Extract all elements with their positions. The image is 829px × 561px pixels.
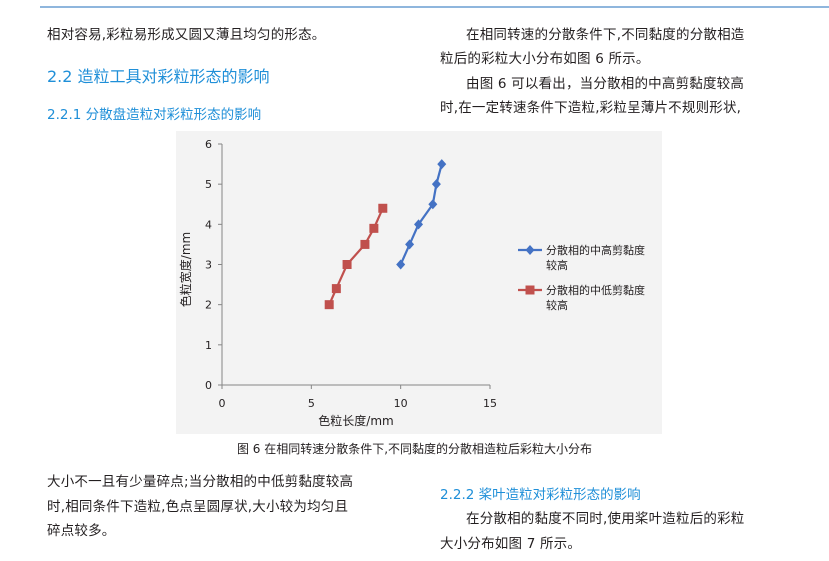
series-2-point bbox=[378, 203, 388, 213]
paragraph-right-2-line-2: 时,在一定转速条件下造粒,彩粒呈薄片不规则形状, bbox=[440, 100, 742, 116]
subsection-heading-2-2-2: 2.2.2 桨叶造粒对彩粒形态的影响 bbox=[440, 487, 641, 503]
y-tick-label: 3 bbox=[205, 259, 212, 272]
series-2-point bbox=[360, 239, 370, 249]
y-tick-label: 4 bbox=[205, 218, 212, 231]
x-tick-label: 0 bbox=[219, 397, 226, 410]
series-1-point bbox=[431, 179, 441, 190]
series-1-point bbox=[428, 199, 438, 210]
paragraph-right-1-line-2: 粒后的彩粒大小分布如图 6 所示。 bbox=[440, 51, 650, 67]
paragraph-right-2-line-1: 由图 6 可以看出，当分散相的中高剪黏度较高 bbox=[466, 76, 745, 92]
y-tick-label: 5 bbox=[205, 178, 212, 191]
legend-2-label-line-1: 分散相的中低剪黏度 bbox=[546, 283, 645, 297]
series-1-point bbox=[437, 159, 447, 170]
section-heading-2-2: 2.2 造粒工具对彩粒形态的影响 bbox=[47, 67, 270, 86]
legend-2-marker bbox=[525, 285, 535, 295]
subsection-heading-2-2-1: 2.2.1 分散盘造粒对彩粒形态的影响 bbox=[47, 107, 262, 123]
y-axis-label: 色粒宽度/mm bbox=[178, 232, 193, 307]
x-tick-label: 5 bbox=[308, 397, 315, 410]
y-tick-label: 6 bbox=[205, 138, 212, 151]
figure-6-caption: 图 6 在相同转速分散条件下,不同黏度的分散相造粒后彩粒大小分布 bbox=[236, 442, 593, 456]
paragraph-bottom-left-line-3: 碎点较多。 bbox=[47, 523, 116, 539]
series-1-point bbox=[405, 239, 415, 250]
legend-1-label-line-2: 较高 bbox=[546, 258, 568, 272]
legend-1-label-line-1: 分散相的中高剪黏度 bbox=[546, 243, 645, 257]
x-tick-label: 15 bbox=[483, 397, 497, 410]
series-1-point bbox=[414, 219, 424, 230]
chart-series bbox=[324, 159, 447, 310]
series-2-point bbox=[324, 300, 334, 310]
y-tick-label: 0 bbox=[205, 379, 212, 392]
figure-6: 0 1 2 3 4 5 6 0 5 10 15 色粒长度/mm 色粒宽度/mm 分散相的中高剪黏度 较高分… bbox=[176, 131, 662, 434]
paragraph-bottom-right-line-1: 在分散相的黏度不同时,使用桨叶造粒后的彩粒 bbox=[466, 511, 745, 527]
series-2-point bbox=[369, 223, 379, 233]
paragraph-bottom-left-line-1: 大小不一且有少量碎点;当分散相的中低剪黏度较高 bbox=[47, 474, 354, 490]
top-rule bbox=[40, 6, 829, 8]
x-tick-label: 10 bbox=[394, 397, 408, 410]
paragraph-top-left: 相对容易,彩粒易形成又圆又薄且均匀的形态。 bbox=[47, 27, 326, 43]
paragraph-right-1-line-1: 在相同转速的分散条件下,不同黏度的分散相造 bbox=[466, 27, 745, 43]
series-2-point bbox=[331, 284, 341, 294]
paragraph-bottom-right-line-2: 大小分布如图 7 所示。 bbox=[440, 536, 582, 552]
chart-axes: 0 1 2 3 4 5 6 0 5 10 15 色粒长度/mm 色粒宽度/mm bbox=[178, 138, 497, 428]
series-2-point bbox=[342, 260, 352, 269]
series-1-line bbox=[399, 163, 443, 265]
series-1-point bbox=[396, 259, 406, 270]
paragraph-bottom-left-line-2: 时,相同条件下造粒,色点呈圆厚状,大小较为均匀且 bbox=[47, 499, 349, 515]
y-tick-label: 1 bbox=[205, 339, 212, 352]
legend-2-label-line-2: 较高 bbox=[546, 298, 568, 312]
legend-1-marker bbox=[525, 245, 535, 255]
x-axis-label: 色粒长度/mm bbox=[318, 413, 393, 428]
y-tick-label: 2 bbox=[205, 299, 212, 312]
